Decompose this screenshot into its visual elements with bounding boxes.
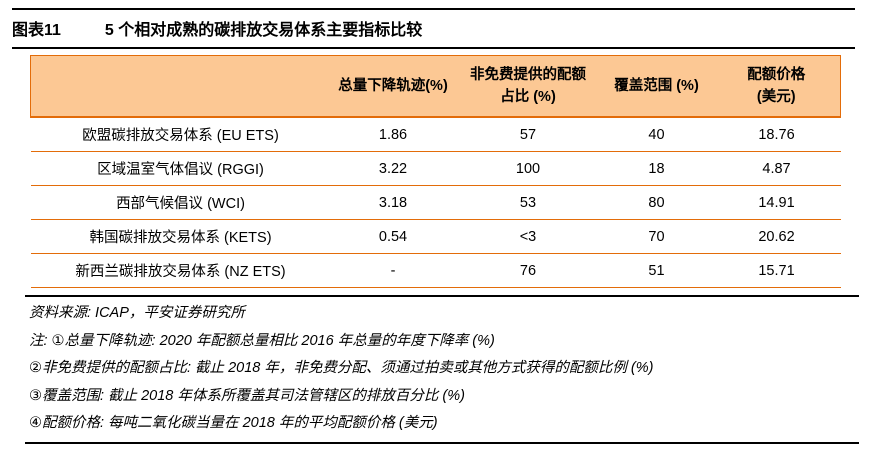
price-cell: 4.87 (712, 151, 841, 186)
coverage-cell: 80 (600, 185, 713, 220)
source-line: 资料来源: ICAP，平安证券研究所 (29, 305, 245, 321)
note-line-4: ④配额价格: 每吨二氧化碳当量在 2018 年的平均配额价格 (美元) (29, 415, 438, 431)
column-header-price-line2: (美元) (756, 89, 796, 105)
column-header-non-free-line1: 非免费提供的配额 (470, 66, 586, 83)
cap-decline-cell: 3.22 (330, 151, 456, 186)
figure-number: 图表11 (12, 22, 61, 39)
table-row: 区域温室气体倡议 (RGGI) 3.22 100 18 4.87 (30, 151, 841, 186)
figure-title: 5 个相对成熟的碳排放交易体系主要指标比较 (104, 22, 423, 39)
price-cell: 20.62 (712, 219, 841, 254)
table-row: 韩国碳排放交易体系 (KETS) 0.54 <3 70 20.62 (30, 219, 841, 254)
column-header-non-free-line2: 占比 (%) (500, 89, 556, 105)
non-free-cell: 53 (455, 185, 601, 220)
note-line-3: ③覆盖范围: 截止 2018 年体系所覆盖其司法管辖区的排放百分比 (%) (29, 387, 465, 404)
system-name-cell: 欧盟碳排放交易体系 (EU ETS) (30, 117, 331, 152)
price-cell: 14.91 (712, 185, 841, 220)
column-header-system (30, 55, 331, 118)
coverage-cell: 70 (600, 219, 713, 254)
cap-decline-cell: 1.86 (330, 117, 456, 152)
figure-title-bar: 图表11 5 个相对成熟的碳排放交易体系主要指标比较 (12, 8, 855, 49)
table-row: 西部气候倡议 (WCI) 3.18 53 80 14.91 (30, 185, 841, 220)
table-row: 新西兰碳排放交易体系 (NZ ETS) - 76 51 15.71 (30, 253, 841, 288)
carbon-ets-comparison-table: 总量下降轨迹(%) 非免费提供的配额 占比 (%) 覆盖范围 (%) 配额价格 (美… (30, 55, 841, 288)
coverage-cell: 51 (600, 253, 713, 288)
non-free-cell: 76 (455, 253, 601, 288)
coverage-cell: 18 (600, 151, 713, 186)
cap-decline-cell: 0.54 (330, 219, 456, 254)
system-name-cell: 西部气候倡议 (WCI) (30, 185, 331, 220)
table-row: 欧盟碳排放交易体系 (EU ETS) 1.86 57 40 18.76 (30, 117, 841, 152)
figure-notes-block: 资料来源: ICAP，平安证券研究所 注: ①总量下降轨迹: 2020 年配额总… (25, 295, 859, 444)
cap-decline-cell: - (330, 253, 456, 288)
column-header-price: 配额价格 (美元) (712, 55, 841, 118)
price-cell: 15.71 (712, 253, 841, 288)
cap-decline-cell: 3.18 (330, 185, 456, 220)
non-free-cell: <3 (455, 219, 601, 254)
note-line-2: ②非免费提供的配额占比: 截止 2018 年，非免费分配、须通过拍卖或其他方式获… (29, 360, 654, 376)
non-free-cell: 57 (455, 117, 601, 152)
coverage-cell: 40 (600, 117, 713, 152)
system-name-cell: 区域温室气体倡议 (RGGI) (30, 151, 331, 186)
column-header-coverage: 覆盖范围 (%) (600, 55, 713, 118)
system-name-cell: 韩国碳排放交易体系 (KETS) (30, 219, 331, 254)
non-free-cell: 100 (455, 151, 601, 186)
column-header-cap-decline: 总量下降轨迹(%) (330, 55, 456, 118)
column-header-non-free: 非免费提供的配额 占比 (%) (455, 55, 601, 118)
note-line-1: 注: ①总量下降轨迹: 2020 年配额总量相比 2016 年总量的年度下降率 … (29, 332, 495, 349)
table-header-row: 总量下降轨迹(%) 非免费提供的配额 占比 (%) 覆盖范围 (%) 配额价格 (美… (30, 55, 841, 118)
system-name-cell: 新西兰碳排放交易体系 (NZ ETS) (30, 253, 331, 288)
column-header-price-line1: 配额价格 (747, 66, 806, 83)
price-cell: 18.76 (712, 117, 841, 152)
